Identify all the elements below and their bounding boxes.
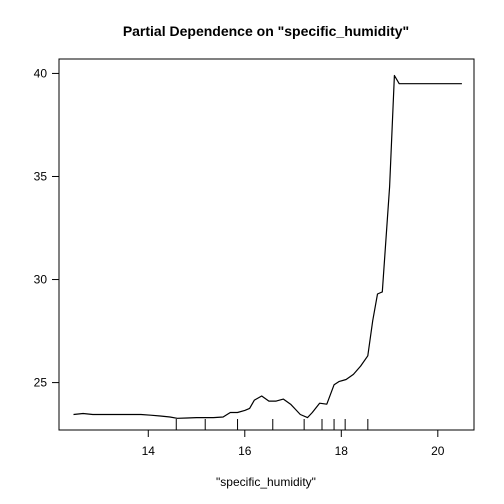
y-axis: 25 30 35 40 [34, 66, 59, 390]
x-tick-label-16: 16 [238, 444, 252, 458]
x-axis: 14 16 18 20 [142, 430, 445, 458]
x-tick-label-18: 18 [335, 444, 349, 458]
y-tick-label-40: 40 [34, 66, 48, 80]
plot-frame [58, 58, 475, 431]
series-line-0 [73, 74, 462, 419]
series-group [73, 74, 462, 419]
x-tick-label-20: 20 [431, 444, 445, 458]
rug-marks [175, 419, 369, 430]
y-tick-label-35: 35 [34, 169, 48, 183]
x-tick-label-14: 14 [142, 444, 156, 458]
x-axis-label: "specific_humidity" [216, 475, 316, 489]
chart-title: Partial Dependence on "specific_humidity… [123, 23, 409, 39]
y-tick-label-25: 25 [34, 376, 48, 390]
y-tick-label-30: 30 [34, 273, 48, 287]
